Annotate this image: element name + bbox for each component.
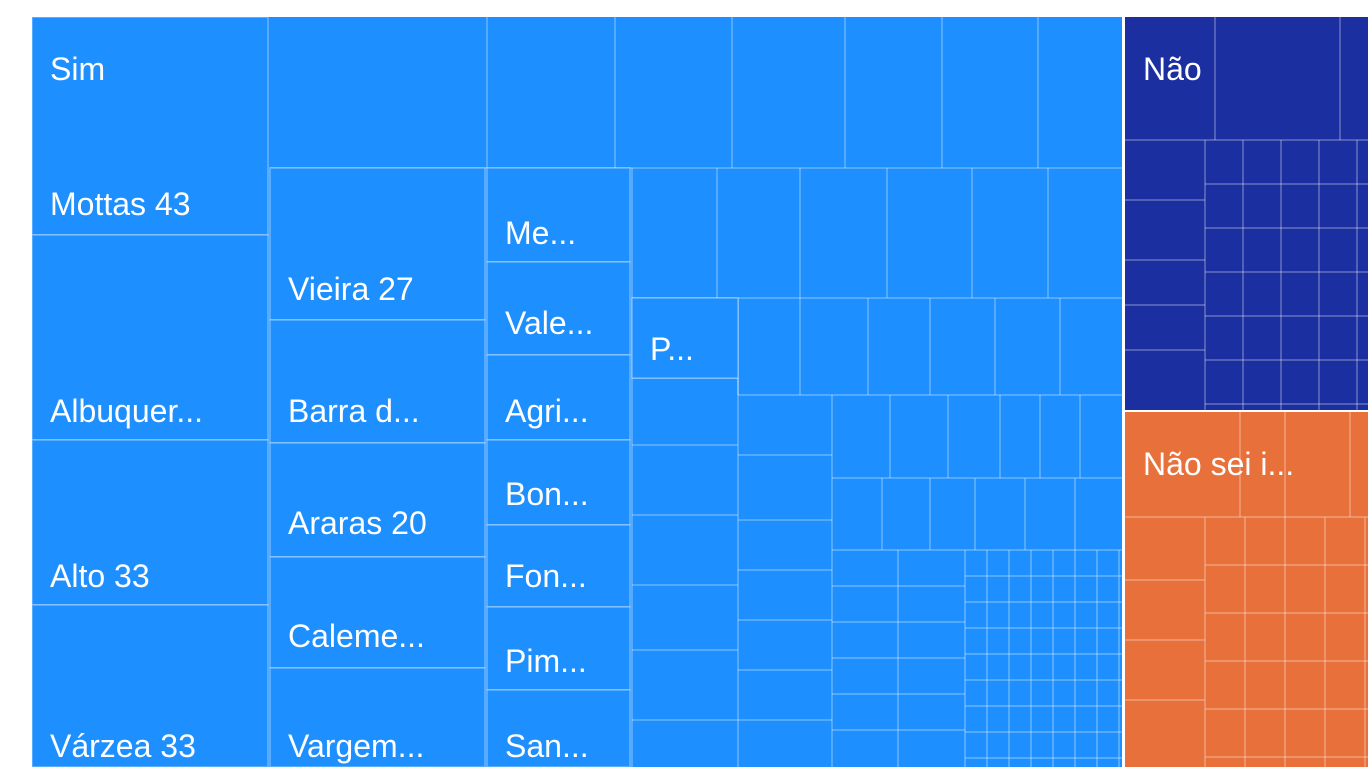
tile-label: Vale... xyxy=(505,305,593,341)
tile-label: Barra d... xyxy=(288,393,420,429)
tile-label: Bon... xyxy=(505,476,589,512)
tile xyxy=(269,167,486,321)
tile xyxy=(486,261,631,356)
tile-label: Pim... xyxy=(505,643,587,679)
tile xyxy=(486,354,631,441)
tile-label: Alto 33 xyxy=(50,558,150,594)
tile-label: Fon... xyxy=(505,558,587,594)
group-label: Sim xyxy=(50,51,105,87)
tile-label: Albuquer... xyxy=(50,393,203,429)
tile xyxy=(486,167,631,263)
tile xyxy=(31,16,269,236)
tile xyxy=(486,524,631,608)
group-label: Não sei i... xyxy=(1143,446,1294,482)
tile-label: San... xyxy=(505,728,589,764)
tile xyxy=(31,604,269,767)
group-area xyxy=(1125,412,1368,767)
tile-label: Vieira 27 xyxy=(288,271,414,307)
tile xyxy=(31,439,269,606)
tile xyxy=(269,667,486,767)
tile-label: Mottas 43 xyxy=(50,186,191,222)
tile-label: Agri... xyxy=(505,393,589,429)
group-area xyxy=(1125,17,1368,410)
tile xyxy=(631,297,739,379)
tile-label: Várzea 33 xyxy=(50,728,196,764)
tile-label: Me... xyxy=(505,215,576,251)
tile-label: P... xyxy=(650,331,694,367)
tile-label: Vargem... xyxy=(288,728,424,764)
tile xyxy=(486,606,631,691)
tile xyxy=(269,442,486,558)
tile xyxy=(486,689,631,767)
group-label: Não xyxy=(1143,51,1202,87)
tile xyxy=(31,234,269,441)
tile-label: Araras 20 xyxy=(288,505,427,541)
tile-label: Caleme... xyxy=(288,618,425,654)
